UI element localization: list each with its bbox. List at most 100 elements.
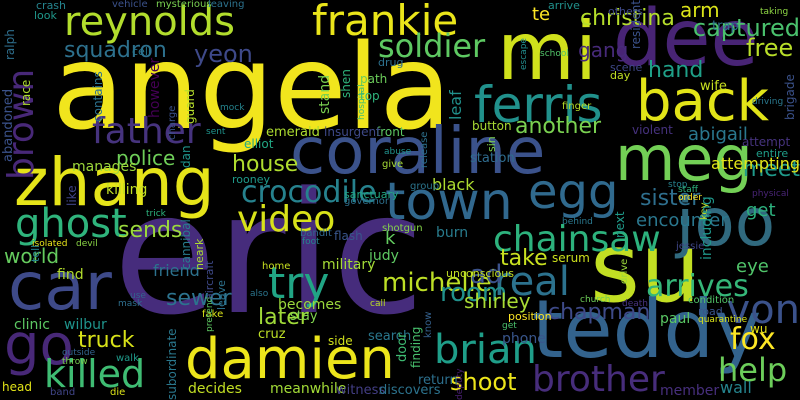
word-killed: killed <box>44 352 146 396</box>
word-brigade: leave <box>215 280 228 310</box>
word-help: help <box>718 351 788 389</box>
word-chainsaw: chainsaw <box>493 219 661 260</box>
word-insurgent: cruz <box>258 327 286 342</box>
word-stop: arrive <box>548 0 580 12</box>
word-video: video <box>237 199 336 240</box>
word-yeon: father <box>92 111 201 152</box>
word-reynolds: reynolds <box>64 0 236 45</box>
word-witness: decides <box>188 381 242 397</box>
word-finding: walk <box>116 353 139 364</box>
word-member: discovers <box>379 383 441 398</box>
word-su: su <box>590 212 701 324</box>
word-another: crocodile <box>241 175 377 210</box>
word-vehicle: rooney <box>232 173 270 186</box>
word-coraline: coraline <box>290 115 546 189</box>
word-neark: unconscious <box>446 267 514 280</box>
word-position: physical <box>752 189 789 199</box>
word-sewer: k <box>385 228 396 249</box>
word-resident: pretend <box>205 296 215 332</box>
word-button: insurgent <box>324 125 381 139</box>
word-drug: top <box>360 89 380 103</box>
word-next: also <box>250 289 269 299</box>
word-te: christina <box>580 6 675 31</box>
word-elliot: look <box>34 9 57 22</box>
word-leaf: bandit <box>300 228 332 239</box>
word-father: soldier <box>378 27 486 65</box>
word-governor: stand <box>317 74 333 114</box>
word-aircraft: devil <box>76 239 98 249</box>
word-flash: however <box>147 57 163 118</box>
word-mask: drive <box>619 258 630 284</box>
word-leaving: cannibal <box>179 219 193 270</box>
word-home: school <box>540 49 569 59</box>
word-get: meet <box>742 157 800 182</box>
word-von: von <box>726 287 800 333</box>
word-ad: room <box>440 278 508 308</box>
word-take: michelle <box>382 268 492 298</box>
word-truck: later <box>258 305 309 330</box>
word-try: try <box>268 258 330 309</box>
word-shirley: truck <box>78 328 135 353</box>
word-captured: hand <box>648 58 704 83</box>
word-tell: like <box>65 185 79 206</box>
word-side: search <box>368 329 412 344</box>
word-go: go <box>4 313 74 378</box>
word-jessie: day <box>610 69 631 82</box>
word-wu: phone <box>502 331 546 347</box>
word-arm: free <box>746 34 794 62</box>
word-return: witness <box>336 383 386 398</box>
word-crash: path <box>360 72 388 86</box>
word-dan: sin <box>485 136 498 152</box>
word-manages: judy <box>369 248 399 264</box>
word-killing: leaf <box>446 90 465 120</box>
word-abigail: arm <box>680 0 720 22</box>
word-road: driving <box>752 97 784 107</box>
word-dee: dee <box>613 0 759 84</box>
word-damien: damien <box>185 327 395 392</box>
word-brother: brother <box>532 359 665 400</box>
word-devil: condition <box>688 295 735 306</box>
word-physical: leaving <box>208 0 245 10</box>
word-wife: give <box>382 159 404 170</box>
word-use: jessie <box>676 241 705 252</box>
word-throw: serum <box>552 251 590 265</box>
word-drive: die <box>110 387 126 398</box>
word-clinic: manages <box>72 159 137 175</box>
word-death: attempt <box>742 135 791 149</box>
word-cannibal: finding <box>409 326 423 368</box>
word-sanctuary: contains <box>91 71 105 122</box>
word-crocodile: yeon <box>194 40 253 68</box>
word-find: friend <box>153 261 200 280</box>
word-condition: brigade <box>783 74 797 120</box>
word-room: take <box>500 246 548 271</box>
word-police: sends <box>118 218 183 243</box>
word-meanwhile: wilbur <box>64 317 107 333</box>
word-emerald: front <box>376 125 405 139</box>
word-behind: scene <box>610 61 643 74</box>
word-sends: encounter <box>636 210 728 231</box>
word-ralph: home <box>262 261 291 272</box>
word-serum: wife <box>700 79 727 94</box>
word-world: police <box>116 146 176 170</box>
word-decides: clinic <box>14 317 50 333</box>
word-others: shotgun <box>382 223 423 234</box>
word-head: paul <box>660 311 691 327</box>
word-shen: position <box>508 310 552 323</box>
word-gang: te <box>532 4 551 25</box>
word-contains: release <box>419 131 430 168</box>
word-car: car <box>8 248 112 325</box>
word-chapman: shirley <box>464 289 531 313</box>
word-burn: becomes <box>278 297 342 313</box>
word-mi: mi <box>497 5 598 98</box>
word-deputy: mask <box>118 299 143 309</box>
word-arrives: arrives <box>646 269 749 304</box>
word-finger: taking <box>760 7 789 17</box>
word-release: band <box>50 387 76 398</box>
word-paul: station <box>470 151 515 166</box>
word-brian: brian <box>434 327 537 373</box>
word-sin: throw <box>62 357 88 367</box>
word-house: squadron <box>64 38 167 63</box>
word-look: drug <box>378 56 404 69</box>
word-however: know <box>423 311 434 338</box>
